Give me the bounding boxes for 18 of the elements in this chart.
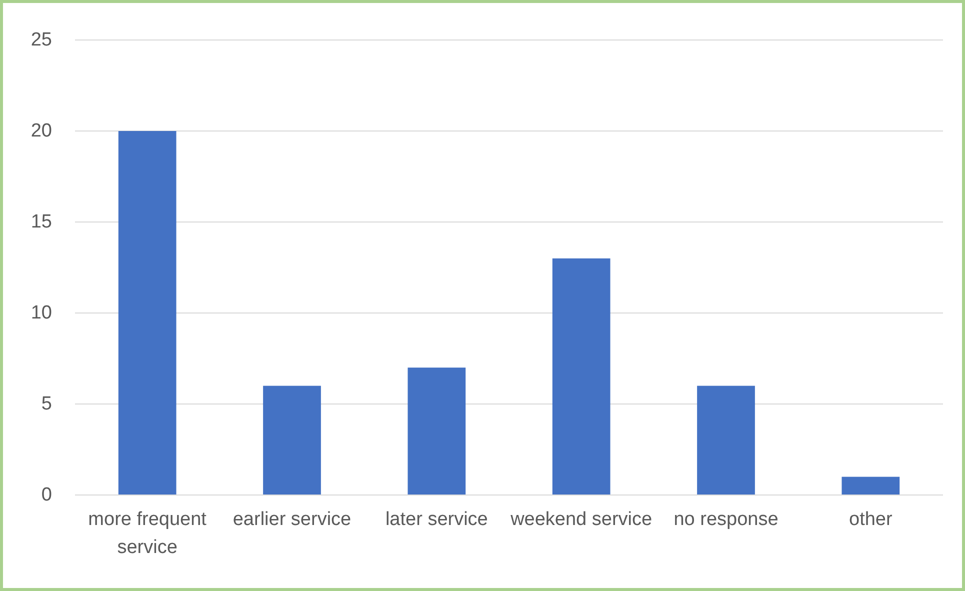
bar — [552, 258, 610, 495]
x-tick-label: other — [849, 509, 893, 530]
x-tick-label: no response — [674, 509, 778, 530]
bar — [263, 386, 321, 495]
bar — [118, 131, 176, 495]
bar — [842, 476, 900, 495]
y-tick-label: 15 — [30, 212, 52, 232]
x-tick-label: later service — [385, 509, 488, 530]
bar — [408, 368, 466, 495]
x-tick-label: earlier service — [232, 509, 352, 530]
y-tick-label: 5 — [41, 394, 52, 414]
x-tick-label: weekend service — [510, 509, 652, 530]
y-tick-label: 0 — [41, 484, 52, 506]
bar — [697, 386, 755, 495]
y-tick-label: 20 — [30, 120, 52, 142]
y-tick-label: 10 — [30, 302, 52, 324]
y-tick-label: 25 — [30, 30, 52, 50]
x-tick-label: more frequent service — [88, 509, 208, 558]
